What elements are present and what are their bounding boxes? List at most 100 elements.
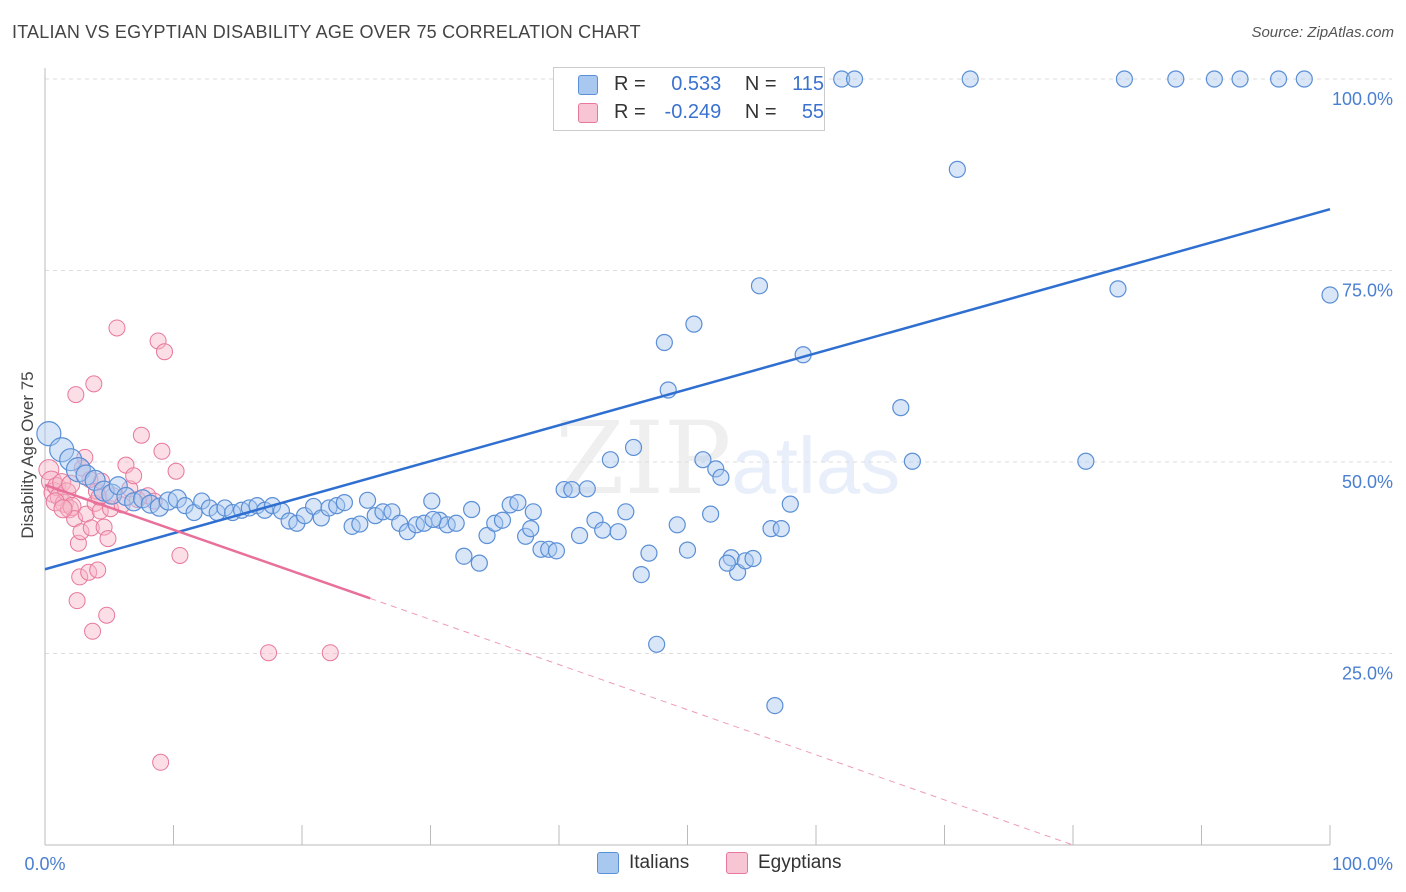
y-tick-label: 75.0% [1342, 281, 1393, 301]
egyptians-point [132, 426, 150, 444]
italians-point [423, 492, 441, 510]
egyptians-point [67, 386, 85, 404]
bottom-italians-label: Italians [629, 852, 690, 874]
y-tick-label: 100.0% [1332, 89, 1393, 109]
italians-point [609, 523, 627, 541]
italians-point [685, 315, 703, 333]
egyptians-point [321, 644, 339, 662]
y-tick-label: 25.0% [1342, 664, 1393, 684]
legend-row-egyptians: R = -0.249 N = 55 [578, 101, 824, 129]
italians-point [632, 566, 650, 584]
italians-trend-line [44, 208, 1331, 571]
egyptians-point [85, 375, 103, 393]
italians-point [766, 696, 784, 715]
egyptians-point [260, 644, 278, 662]
legend-n-label-italians: N = [744, 73, 777, 95]
italians-point [1109, 280, 1127, 298]
egyptians-trend-line [44, 483, 371, 600]
italians-point [563, 480, 581, 499]
egyptians-point [152, 753, 170, 771]
italians-point [1269, 70, 1288, 88]
egyptians-point [53, 499, 73, 519]
italians-point [176, 497, 194, 515]
italians-point [335, 493, 354, 512]
italians-point [1205, 70, 1223, 88]
egyptians-point [71, 568, 89, 586]
italians-point [1231, 70, 1249, 88]
italians-point [694, 451, 712, 469]
italians-point [1295, 70, 1313, 88]
italians-point [108, 476, 128, 496]
italians-point [655, 333, 673, 352]
italians-point [718, 554, 736, 572]
italians-point [570, 526, 589, 545]
egyptians-point [89, 561, 107, 579]
egyptians-point [167, 462, 185, 480]
source-credit: Source: ZipAtlas.com [1251, 24, 1394, 41]
italians-point [366, 507, 384, 525]
italians-point [668, 516, 686, 534]
italians-point [455, 547, 473, 565]
italians-point [624, 438, 643, 457]
italians-point [744, 549, 762, 568]
bottom-egyptians-label: Egyptians [758, 852, 842, 874]
italians-point [772, 520, 790, 538]
italians-point [948, 160, 966, 178]
italians-point [833, 70, 851, 88]
egyptians-point [95, 518, 113, 536]
italians-point [295, 507, 314, 525]
legend-r-label-egyptians: R = [614, 101, 646, 123]
italians-point [578, 480, 596, 498]
italians-point [845, 70, 864, 88]
italians-point [84, 469, 106, 491]
watermark-atlas: atlas [731, 421, 901, 510]
italians-point [617, 503, 635, 521]
egyptians-point [153, 442, 171, 460]
italians-point [470, 554, 488, 572]
italians-point [424, 510, 442, 529]
italians-point [1077, 452, 1095, 470]
egyptians-r-value: -0.249 [664, 101, 722, 123]
italians-point [678, 541, 697, 559]
italians-swatch [578, 74, 598, 95]
correlation-legend: R = 0.533 N = 115 R = -0.249 N = 55 [553, 67, 825, 131]
bottom-legend-italians: Italians [597, 852, 689, 874]
egyptians-point [125, 467, 143, 485]
egyptians-point [149, 332, 167, 350]
italians-n-value: 115 [792, 73, 825, 95]
italians-point [374, 503, 392, 521]
egyptians-point [108, 319, 126, 337]
egyptians-point [68, 592, 86, 610]
x-tick-label-min: 0.0% [24, 854, 65, 874]
italians-point [892, 399, 910, 417]
egyptians-point [171, 546, 189, 564]
egyptians-point [45, 492, 65, 512]
egyptians-point [84, 622, 102, 640]
italians-point [1115, 70, 1134, 88]
italians-point [358, 491, 377, 509]
italians-point [707, 460, 725, 478]
legend-n-label-egyptians: N = [744, 101, 777, 123]
bottom-italians-swatch [597, 852, 619, 874]
egyptians-point [82, 519, 100, 537]
italians-point [750, 277, 769, 295]
italians-point [702, 505, 720, 523]
italians-point [903, 452, 921, 470]
italians-point [1321, 286, 1339, 304]
bottom-legend-egyptians: Egyptians [726, 852, 841, 874]
egyptians-point [99, 530, 117, 548]
italians-point [781, 495, 799, 513]
italians-point [493, 511, 512, 529]
egyptians-n-value: 55 [801, 101, 825, 123]
italians-point [547, 542, 566, 560]
italians-point [463, 500, 481, 519]
italians-point [1167, 70, 1185, 88]
italians-point [478, 526, 496, 545]
italians-point [509, 493, 527, 512]
italians-point [594, 521, 612, 539]
x-tick-label-max: 100.0% [1332, 854, 1393, 874]
italians-r-value: 0.533 [671, 73, 722, 95]
bottom-egyptians-swatch [726, 852, 748, 874]
egyptians-point [156, 343, 174, 361]
